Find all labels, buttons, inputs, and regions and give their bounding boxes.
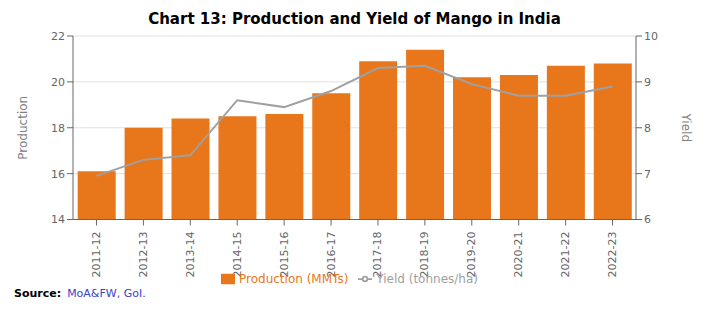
svg-text:2015-16: 2015-16	[278, 232, 291, 278]
svg-text:8: 8	[644, 122, 651, 135]
svg-text:20: 20	[51, 76, 65, 89]
html-text:Chart 13: Production and Yield: Chart 13: Production and Yield of Mango …	[148, 10, 561, 28]
svg-text:Production: Production	[16, 96, 30, 160]
svg-text:2013-14: 2013-14	[184, 232, 197, 278]
svg-text:2017-18: 2017-18	[371, 232, 384, 278]
svg-text:16: 16	[51, 168, 65, 181]
svg-text:2016-17: 2016-17	[325, 232, 338, 278]
svg-text:2021-22: 2021-22	[559, 232, 572, 278]
svg-text:Yield: Yield	[679, 112, 693, 142]
svg-text:18: 18	[51, 122, 65, 135]
svg-text:6: 6	[644, 213, 651, 226]
svg-text:2012-13: 2012-13	[137, 232, 150, 278]
svg-text:9: 9	[644, 76, 651, 89]
svg-text:10: 10	[644, 30, 658, 43]
svg-text:2011-12: 2011-12	[90, 232, 103, 278]
svg-text:22: 22	[51, 30, 65, 43]
html-text:Production (MMTs): Production (MMTs)	[239, 271, 349, 286]
html-text:MoA&FW, GoI.: MoA&FW, GoI.	[67, 287, 146, 300]
svg-text:2014-15: 2014-15	[231, 231, 244, 277]
html-text:Source:: Source:	[14, 287, 62, 300]
html-text:Yield (tonnes/ha): Yield (tonnes/ha)	[376, 271, 478, 286]
svg-text:7: 7	[644, 168, 651, 181]
svg-text:2018-19: 2018-19	[418, 232, 431, 278]
svg-text:2019-20: 2019-20	[465, 232, 478, 278]
svg-text:2020-21: 2020-21	[512, 232, 525, 278]
svg-text:14: 14	[51, 213, 65, 226]
svg-text:2022-23: 2022-23	[606, 232, 619, 278]
